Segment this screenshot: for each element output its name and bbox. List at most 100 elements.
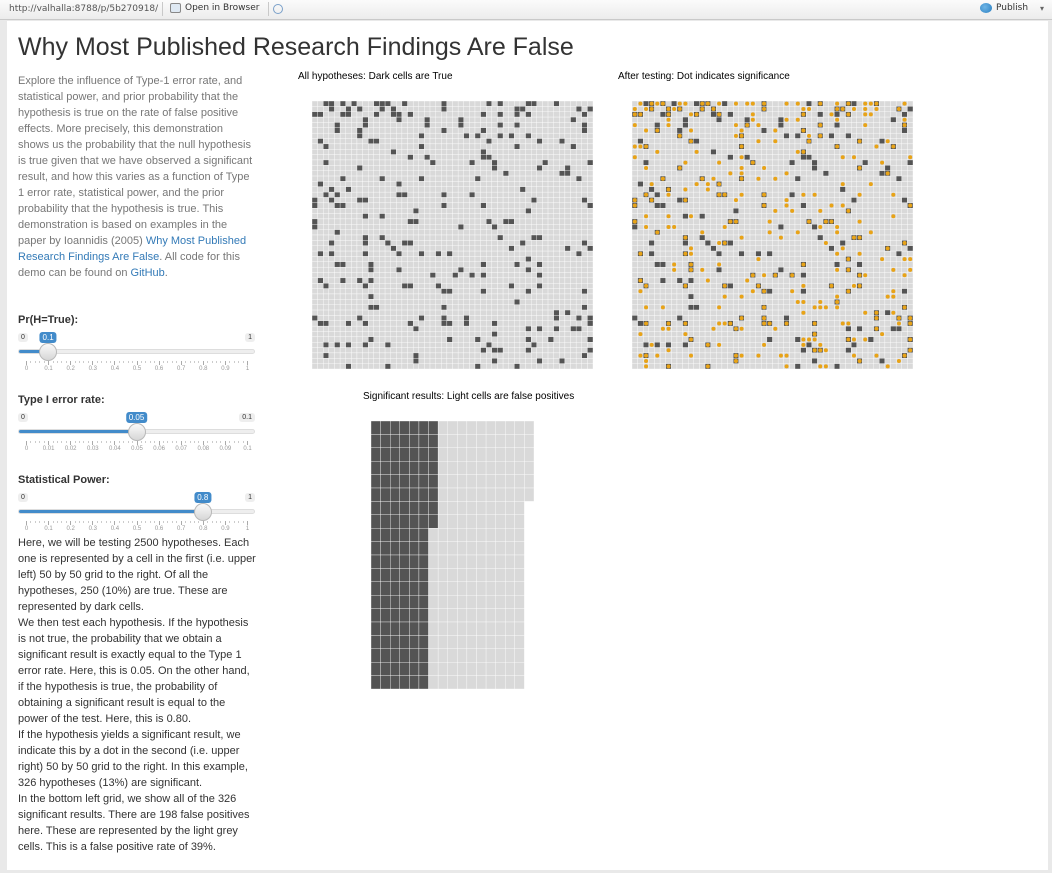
false-hypothesis-cell	[519, 250, 526, 257]
false-hypothesis-cell	[452, 165, 459, 171]
false-hypothesis-cell	[480, 224, 487, 230]
false-hypothesis-cell	[862, 132, 869, 139]
slider-handle[interactable]	[193, 503, 212, 521]
false-hypothesis-cell	[766, 266, 773, 273]
slider-track[interactable]	[18, 349, 255, 354]
false-hypothesis-cell	[536, 224, 543, 230]
false-hypothesis-cell	[632, 293, 638, 300]
false-hypothesis-cell	[435, 266, 442, 273]
false-hypothesis-cell	[435, 299, 442, 305]
false-hypothesis-cell	[446, 191, 453, 198]
false-hypothesis-cell	[895, 234, 902, 241]
slider-minor-tick	[79, 521, 81, 523]
false-hypothesis-cell	[890, 283, 897, 289]
false-hypothesis-cell	[559, 149, 566, 155]
false-hypothesis-cell	[351, 293, 358, 300]
false-hypothesis-cell	[811, 288, 818, 295]
false-hypothesis-cell	[800, 143, 807, 150]
false-hypothesis-cell	[676, 208, 683, 214]
chevron-down-icon[interactable]: ▾	[1040, 4, 1045, 13]
paper-link[interactable]: Why Most Published Research Findings Are…	[18, 235, 247, 263]
false-hypothesis-cell	[474, 261, 481, 268]
false-hypothesis-cell	[648, 149, 655, 155]
false-hypothesis-cell	[817, 245, 824, 252]
false-hypothesis-cell	[317, 101, 324, 107]
false-hypothesis-cell	[491, 132, 498, 139]
false-hypothesis-cell	[435, 363, 442, 369]
true-hypothesis-cell	[806, 154, 813, 161]
false-hypothesis-cell	[789, 250, 796, 257]
true-hypothesis-cell	[884, 165, 891, 171]
slider-handle[interactable]	[127, 423, 146, 441]
false-hypothesis-cell	[654, 304, 661, 311]
false-hypothesis-cell	[323, 175, 330, 182]
false-hypothesis-cell	[373, 277, 380, 284]
false-hypothesis-cell	[749, 170, 756, 177]
false-hypothesis-cell	[727, 277, 734, 284]
false-hypothesis-cell	[766, 234, 773, 241]
false-hypothesis-cell	[345, 358, 352, 364]
significance-dot	[773, 128, 778, 133]
slider-minor-tick	[61, 441, 63, 443]
significance-dot	[835, 117, 840, 122]
slider-alpha[interactable]: Type I error rate: 0 0.1 0.05 0 0.01 0.02 0.03 0…	[18, 394, 256, 454]
true-hypothesis-cell	[480, 202, 487, 209]
false-hypothesis-cell	[508, 101, 515, 107]
false-hypothesis-cell	[519, 331, 526, 338]
false-hypothesis-cell	[811, 127, 818, 134]
slider-prior[interactable]: Pr(H=True): 0 1 0.1 0 0.1 0.2 0.3 0.4 0.5 0.6 0.7 0.…	[18, 314, 256, 374]
false-hypothesis-cell	[486, 304, 493, 311]
false-hypothesis-cell	[469, 352, 476, 359]
false-hypothesis-cell	[502, 342, 509, 348]
false-hypothesis-cell	[368, 358, 374, 364]
false-hypothesis-cell	[401, 116, 408, 123]
false-hypothesis-cell	[486, 256, 493, 262]
significance-dot	[756, 176, 761, 181]
slider-fill	[19, 350, 50, 353]
false-hypothesis-cell	[317, 363, 324, 369]
false-hypothesis-cell	[435, 336, 442, 343]
true-hypothesis-cell	[396, 266, 403, 273]
false-hypothesis-cell	[452, 197, 459, 204]
slider-label: Pr(H=True):	[18, 314, 79, 326]
false-hypothesis-cell	[732, 154, 739, 161]
false-hypothesis-cell	[514, 272, 521, 279]
false-hypothesis-cell	[856, 288, 863, 295]
false-hypothesis-cell	[806, 293, 813, 300]
false-hypothesis-cell	[514, 234, 521, 241]
false-hypothesis-cell	[407, 138, 414, 145]
slider-minor-tick	[83, 361, 85, 363]
false-hypothesis-cell	[429, 138, 436, 145]
false-hypothesis-cell	[345, 181, 352, 187]
false-hypothesis-cell	[486, 309, 493, 316]
false-hypothesis-cell	[412, 186, 419, 193]
false-hypothesis-cell	[648, 202, 655, 209]
false-hypothesis-cell	[480, 208, 487, 214]
false-hypothesis-cell	[901, 266, 908, 273]
false-hypothesis-cell	[559, 352, 566, 359]
false-hypothesis-cell	[643, 256, 650, 262]
github-link[interactable]: GitHub	[130, 267, 165, 279]
refresh-icon[interactable]	[273, 4, 283, 14]
false-hypothesis-cell	[547, 363, 554, 369]
false-hypothesis-cell	[486, 175, 493, 182]
false-hypothesis-cell	[777, 170, 784, 177]
false-hypothesis-cell	[531, 122, 537, 128]
false-hypothesis-cell	[570, 181, 577, 187]
slider-track[interactable]	[18, 509, 255, 514]
false-hypothesis-cell	[480, 304, 487, 311]
false-hypothesis-cell	[559, 224, 566, 230]
open-in-browser-button[interactable]: Open in Browser	[170, 3, 259, 13]
false-hypothesis-cell	[811, 240, 818, 246]
false-hypothesis-cell	[542, 347, 549, 354]
false-hypothesis-cell	[632, 170, 638, 177]
slider-handle[interactable]	[39, 343, 58, 361]
false-hypothesis-cell	[738, 245, 745, 252]
false-hypothesis-cell	[514, 101, 521, 107]
false-hypothesis-cell	[553, 320, 560, 327]
false-hypothesis-cell	[379, 165, 386, 171]
publish-button[interactable]: Publish	[980, 3, 1028, 13]
slider-power[interactable]: Statistical Power: 0 1 0.8 0 0.1 0.2 0.3 0.4 0.5 0…	[18, 474, 256, 534]
slider-tick	[247, 441, 248, 445]
false-hypothesis-cell	[879, 234, 886, 241]
